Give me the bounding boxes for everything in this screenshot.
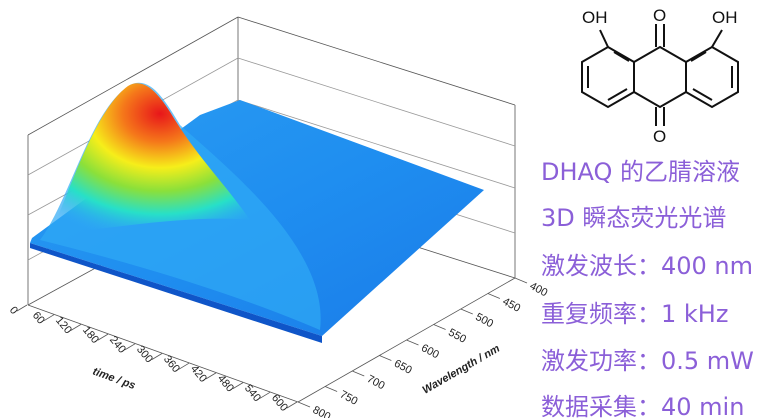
wavelength-tick-mark — [297, 401, 311, 408]
time-tick-mark — [97, 333, 109, 341]
wavelength-tick-label: 450 — [500, 296, 522, 315]
dhaq-structure — [581, 24, 739, 126]
info-excitation-power: 激发功率：0.5 mW — [541, 347, 754, 375]
wavelength-tick-mark — [352, 370, 365, 377]
wavelength-tick-mark — [514, 277, 528, 284]
time-tick-mark — [205, 372, 217, 380]
wavelength-tick-mark — [433, 324, 446, 330]
info-solution: DHAQ 的乙腈溶液 — [541, 158, 741, 186]
time-tick-label: 480 — [215, 373, 236, 395]
gridline — [237, 57, 516, 147]
time-tick-mark — [70, 324, 82, 331]
wavelength-tick-mark — [460, 308, 473, 315]
wavelength-tick-label: 700 — [365, 373, 387, 392]
wavelength-tick-mark — [487, 293, 501, 299]
time-tick-mark — [43, 314, 55, 322]
info-spectrum-type: 3D 瞬态荧光光谱 — [541, 204, 727, 232]
o-top-label: O — [653, 6, 666, 25]
info-excitation-wavelength: 激发波长：400 nm — [541, 252, 754, 280]
gridline — [237, 99, 516, 189]
surface-front-edge — [30, 243, 322, 343]
oh-left-label: OH — [582, 8, 608, 27]
time-tick-label: 240 — [107, 334, 128, 356]
surface-peak — [50, 83, 250, 235]
time-tick-label: 120 — [53, 315, 74, 337]
time-axis-label: time / ps — [91, 366, 137, 393]
time-tick-label: 600 — [269, 392, 290, 414]
left-ring — [581, 45, 635, 109]
info-acquisition-time: 数据采集：40 min — [541, 393, 745, 418]
oh-right-label: OH — [712, 8, 738, 27]
time-tick-label: 0 — [7, 305, 20, 317]
wavelength-tick-label: 500 — [473, 311, 495, 330]
time-tick-label: 300 — [134, 344, 155, 366]
o-bottom-label: O — [653, 127, 666, 146]
time-tick-mark — [286, 401, 298, 409]
top-edge-right — [237, 16, 516, 106]
right-ring — [685, 45, 739, 109]
info-repetition-rate: 重复频率：1 kHz — [541, 300, 729, 328]
wavelength-tick-label: 800 — [311, 404, 333, 418]
time-tick-mark — [232, 382, 244, 389]
wavelength-tick-label: 550 — [446, 327, 468, 346]
wavelength-tick-label: 650 — [392, 358, 414, 377]
time-axis-line — [27, 304, 299, 403]
time-tick-mark — [259, 391, 271, 399]
time-tick-mark — [151, 353, 163, 360]
time-tick-label: 360 — [161, 353, 182, 375]
center-ring — [633, 45, 687, 109]
time-tick-mark — [178, 362, 190, 370]
wavelength-tick-mark — [406, 339, 419, 346]
time-tick-mark — [16, 304, 28, 312]
time-tick-label: 540 — [242, 382, 263, 404]
wavelength-tick-label: 750 — [338, 389, 360, 408]
time-tick-label: 180 — [80, 324, 101, 346]
time-tick-label: 420 — [188, 363, 209, 385]
top-edge-left — [27, 16, 239, 136]
wavelength-tick-mark — [324, 386, 338, 392]
wavelength-tick-label: 600 — [419, 342, 441, 361]
time-tick-mark — [124, 343, 136, 351]
time-tick-label: 60 — [30, 310, 47, 327]
wavelength-tick-mark — [379, 355, 392, 361]
time-axis-ticks: 0 60 120 180 240 300 360 420 480 540 600 — [7, 304, 298, 414]
